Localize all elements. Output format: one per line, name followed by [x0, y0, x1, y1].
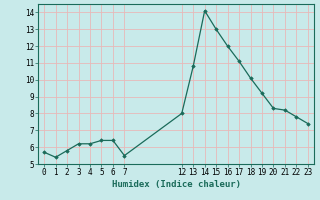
X-axis label: Humidex (Indice chaleur): Humidex (Indice chaleur) — [111, 180, 241, 189]
